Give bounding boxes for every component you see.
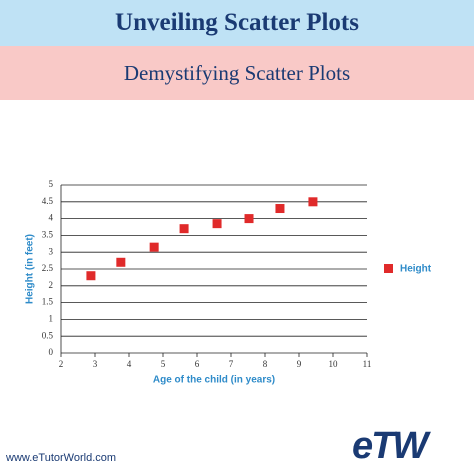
subtitle-band: Demystifying Scatter Plots bbox=[0, 46, 474, 100]
point bbox=[179, 224, 189, 234]
y-tick-label: 4.5 bbox=[42, 196, 54, 206]
y-tick-label: 3.5 bbox=[42, 229, 54, 239]
x-tick-label: 7 bbox=[229, 359, 234, 369]
logo: eTW bbox=[352, 425, 428, 467]
x-tick-label: 9 bbox=[297, 359, 302, 369]
point bbox=[244, 214, 254, 224]
x-tick-label: 2 bbox=[59, 359, 64, 369]
legend-label: Height bbox=[400, 264, 432, 275]
point bbox=[86, 271, 96, 281]
point bbox=[116, 257, 126, 267]
point bbox=[275, 204, 285, 214]
legend-marker bbox=[384, 264, 393, 273]
x-tick-label: 4 bbox=[127, 359, 132, 369]
y-tick-label: 0.5 bbox=[42, 330, 54, 340]
title-band: Unveiling Scatter Plots bbox=[0, 0, 474, 46]
x-tick-label: 10 bbox=[329, 359, 339, 369]
y-tick-label: 3 bbox=[49, 246, 54, 256]
x-tick-label: 8 bbox=[263, 359, 268, 369]
x-tick-label: 6 bbox=[195, 359, 200, 369]
y-tick-label: 5 bbox=[49, 179, 54, 189]
point bbox=[149, 242, 159, 252]
x-tick-label: 11 bbox=[363, 359, 372, 369]
point bbox=[308, 197, 318, 207]
footer-url: www.eTutorWorld.com bbox=[6, 452, 117, 464]
x-tick-label: 3 bbox=[93, 359, 98, 369]
y-tick-label: 2 bbox=[49, 280, 54, 290]
point bbox=[212, 219, 222, 229]
y-tick-label: 1.5 bbox=[42, 297, 54, 307]
y-tick-label: 1 bbox=[49, 313, 54, 323]
y-tick-label: 0 bbox=[49, 347, 54, 357]
x-tick-label: 5 bbox=[161, 359, 166, 369]
y-tick-label: 2.5 bbox=[42, 263, 54, 273]
y-tick-label: 4 bbox=[49, 213, 54, 223]
subtitle: Demystifying Scatter Plots bbox=[123, 60, 351, 85]
x-axis-label: Age of the child (in years) bbox=[153, 375, 275, 386]
y-axis-label: Height (in feet) bbox=[25, 234, 36, 304]
title: Unveiling Scatter Plots bbox=[115, 9, 359, 36]
